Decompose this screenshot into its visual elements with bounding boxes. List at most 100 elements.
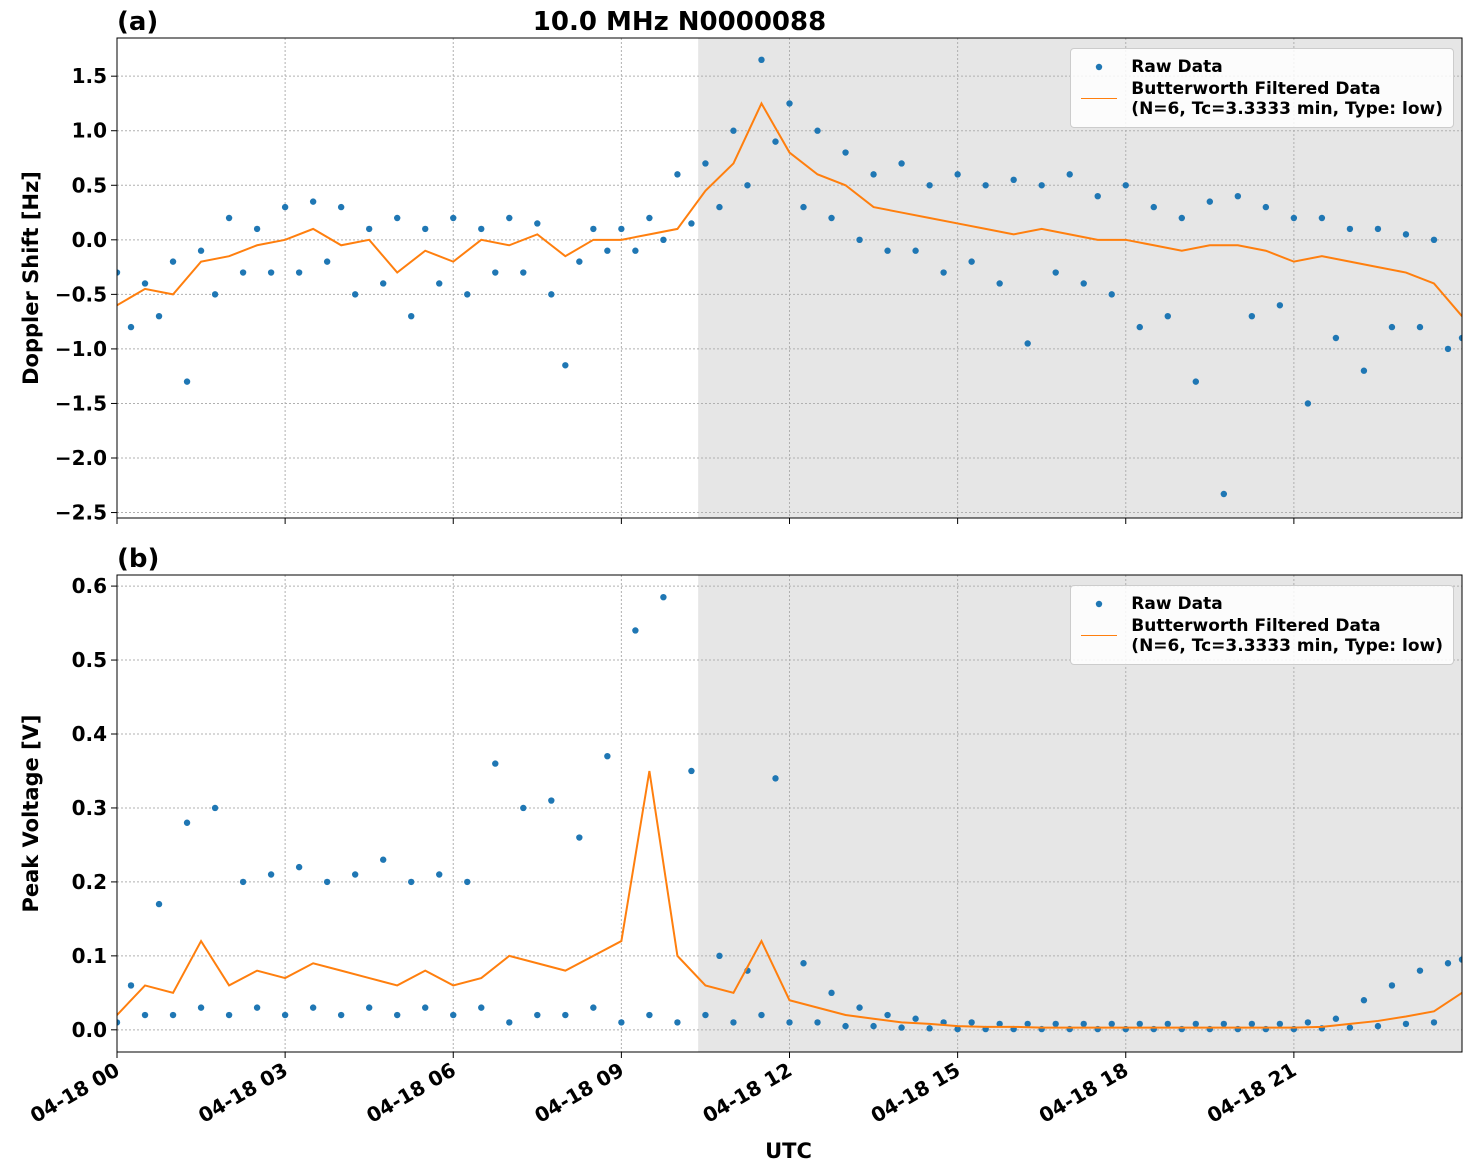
y-tick-label: 0.6 (72, 574, 107, 598)
raw-point (604, 752, 611, 760)
y-tick-label: 0.4 (72, 722, 107, 746)
raw-point (870, 1022, 877, 1030)
raw-point (982, 182, 989, 189)
x-tick-label: 04-18 15 (867, 1058, 965, 1128)
legend-entry: Butterworth Filtered Data (N=6, Tc=3.333… (1079, 616, 1443, 656)
y-tick-label: −1.0 (55, 337, 107, 361)
raw-point (632, 627, 639, 634)
raw-point (772, 775, 779, 782)
y-tick-label: 0.1 (72, 944, 107, 968)
raw-point (758, 1011, 765, 1019)
raw-point (1430, 1019, 1438, 1026)
y-tick-label: 0.5 (72, 173, 107, 197)
raw-point (450, 1011, 457, 1019)
raw-point (1052, 1020, 1059, 1028)
raw-point (702, 1011, 709, 1019)
raw-point (772, 138, 779, 145)
x-tick-label: 04-18 21 (1203, 1058, 1301, 1128)
legend-symbol (1081, 635, 1118, 637)
raw-point (1458, 956, 1462, 963)
raw-point (155, 900, 163, 908)
raw-point (1416, 967, 1424, 974)
raw-point (211, 804, 219, 812)
raw-point (1248, 1020, 1256, 1028)
raw-point (1150, 203, 1157, 211)
raw-point (576, 258, 583, 265)
raw-point (674, 1019, 681, 1026)
raw-point (786, 100, 793, 107)
raw-point (1052, 269, 1059, 276)
raw-point (940, 269, 947, 276)
legend-symbol (1096, 63, 1103, 71)
raw-point (534, 1011, 541, 1019)
raw-point (1108, 1020, 1115, 1028)
raw-point (127, 982, 135, 989)
raw-point (464, 291, 471, 298)
raw-point (814, 127, 821, 134)
raw-point (1164, 1020, 1171, 1028)
raw-point (239, 269, 247, 276)
raw-point (912, 247, 919, 254)
raw-point (365, 1004, 373, 1011)
raw-point (506, 214, 513, 222)
raw-point (996, 280, 1003, 287)
raw-point (1276, 302, 1284, 309)
raw-point (1010, 176, 1017, 184)
raw-point (169, 1011, 177, 1019)
raw-point (408, 878, 415, 886)
raw-point (253, 225, 261, 233)
raw-point (968, 1019, 975, 1026)
raw-point (1318, 214, 1326, 222)
y-tick-label: 0.5 (72, 648, 107, 672)
y-tick-label: −2.5 (55, 501, 107, 525)
raw-point (856, 1004, 863, 1011)
raw-point (295, 863, 303, 871)
raw-point (548, 797, 555, 804)
raw-point (478, 1004, 485, 1011)
legend-key (1079, 57, 1119, 77)
raw-point (492, 760, 499, 767)
raw-point (1080, 280, 1087, 287)
raw-point (337, 203, 345, 211)
raw-point (197, 1004, 205, 1011)
legend-label: Butterworth Filtered Data (N=6, Tc=3.333… (1131, 616, 1443, 656)
axes-frame (116, 574, 1463, 1053)
raw-point (1332, 334, 1340, 342)
raw-point (688, 220, 695, 227)
legend-symbol (1096, 600, 1103, 608)
raw-point (1290, 214, 1298, 222)
raw-point (394, 1011, 401, 1019)
y-tick-label: 1.0 (72, 119, 107, 143)
y-tick-label: 1.5 (72, 64, 107, 88)
raw-point (1444, 345, 1452, 353)
raw-point (968, 258, 975, 265)
raw-point (1304, 400, 1312, 407)
raw-point (800, 203, 807, 211)
raw-point (1276, 1020, 1284, 1028)
y-tick-label: 0.2 (72, 870, 107, 894)
raw-point (1206, 198, 1214, 205)
raw-point (688, 767, 695, 775)
raw-point (786, 1019, 793, 1026)
raw-point (520, 804, 527, 812)
panel-label: (b) (117, 544, 159, 574)
raw-point (155, 312, 163, 320)
legend-marker (1096, 600, 1103, 608)
raw-point (856, 236, 863, 244)
raw-point (281, 1011, 289, 1019)
x-tick-label: 04-18 12 (698, 1058, 796, 1128)
raw-point (758, 56, 765, 64)
raw-point (716, 952, 723, 960)
raw-point (898, 160, 905, 167)
raw-point (436, 871, 443, 878)
legend-entry: Raw Data (1079, 57, 1443, 77)
raw-point (169, 258, 177, 265)
legend-key (1079, 594, 1119, 614)
raw-point (590, 225, 597, 233)
raw-point (1122, 182, 1129, 189)
y-axis-label: Doppler Shift [Hz] (19, 171, 43, 385)
raw-point (478, 225, 485, 233)
legend-label: Raw Data (1131, 57, 1223, 77)
raw-point (1304, 1019, 1312, 1026)
